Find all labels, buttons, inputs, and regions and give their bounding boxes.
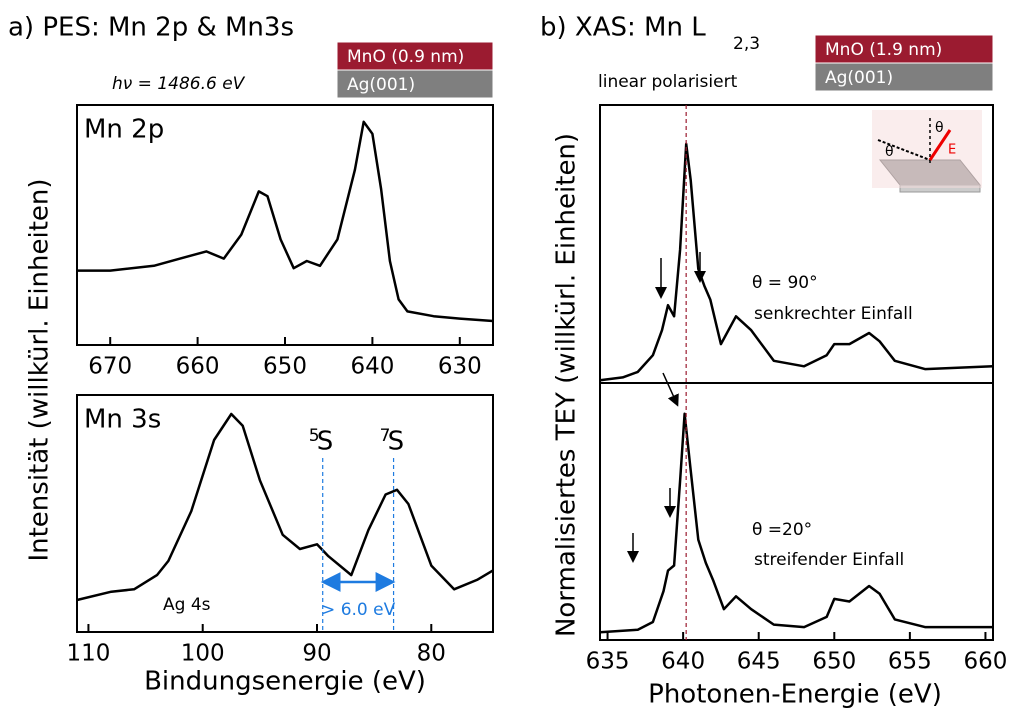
- subtitle: linear polarisiert: [598, 72, 738, 92]
- x-axis-label: Photonen-Energie (eV): [648, 680, 942, 710]
- sample-label: Ag(001): [825, 68, 893, 88]
- x-tick-label: 100: [181, 641, 225, 667]
- data-line: [76, 412, 494, 602]
- geometry-label: streifender Einfall: [754, 550, 904, 570]
- panel-title: b) XAS: Mn L: [540, 13, 706, 43]
- panel-label: Mn 2p: [84, 115, 164, 145]
- sample-label: MnO (0.9 nm): [347, 47, 464, 67]
- peak-label: S: [388, 427, 405, 457]
- x-tick-label: 660: [176, 354, 220, 380]
- x-tick-label: 655: [888, 649, 932, 675]
- svg-text:E: E: [948, 143, 956, 158]
- sample-label: MnO (1.9 nm): [825, 40, 942, 60]
- plot-frame: [76, 394, 494, 633]
- panel-title: a) PES: Mn 2p & Mn3s: [8, 13, 294, 43]
- sample-layer: [336, 41, 494, 71]
- geometry-label: senkrechter Einfall: [754, 304, 913, 324]
- sample-layer: [336, 69, 494, 99]
- sample-layer: [814, 62, 994, 92]
- x-tick-label: 110: [66, 641, 110, 667]
- data-line: [599, 412, 993, 634]
- y-axis-label: Normalisiertes TEY (willkürl. Einheiten): [552, 133, 582, 637]
- sample-label: Ag(001): [347, 75, 415, 95]
- y-axis-label: Intensität (willkürl. Einheiten): [25, 178, 55, 561]
- x-tick-label: 645: [737, 649, 781, 675]
- x-tick-label: 630: [438, 354, 482, 380]
- feature-arrows: [627, 252, 706, 563]
- peak-sup: 7: [380, 426, 391, 446]
- x-tick-label: 635: [586, 649, 630, 675]
- angle-label: θ = 90°: [752, 273, 818, 293]
- x-axis-label: Bindungsenergie (eV): [144, 667, 426, 697]
- photon-energy: hν = 1486.6 eV: [112, 74, 246, 94]
- x-tick-label: 90: [302, 641, 331, 667]
- plot-frame: [599, 382, 994, 641]
- svg-text:θ: θ: [885, 144, 894, 160]
- panel-label: Mn 3s: [84, 405, 161, 435]
- peak-label: S: [317, 427, 334, 457]
- svg-text:θ: θ: [935, 120, 944, 136]
- x-tick-label: 80: [417, 641, 446, 667]
- x-tick-label: 650: [812, 649, 856, 675]
- x-tick-label: 660: [963, 649, 1007, 675]
- geometry-icon: θ θ E: [872, 110, 982, 193]
- x-tick-label: 640: [661, 649, 705, 675]
- data-line: [599, 142, 994, 382]
- splitting-label: > 6.0 eV: [321, 600, 396, 620]
- data-line: [77, 120, 494, 323]
- x-tick-label: 640: [350, 354, 394, 380]
- substrate-label: Ag 4s: [163, 595, 211, 615]
- x-tick-label: 650: [263, 354, 307, 380]
- angle-label: θ =20°: [752, 520, 812, 540]
- x-tick-label: 670: [88, 354, 132, 380]
- title-subscript: 2,3: [733, 34, 760, 54]
- peak-sup: 5: [309, 426, 320, 446]
